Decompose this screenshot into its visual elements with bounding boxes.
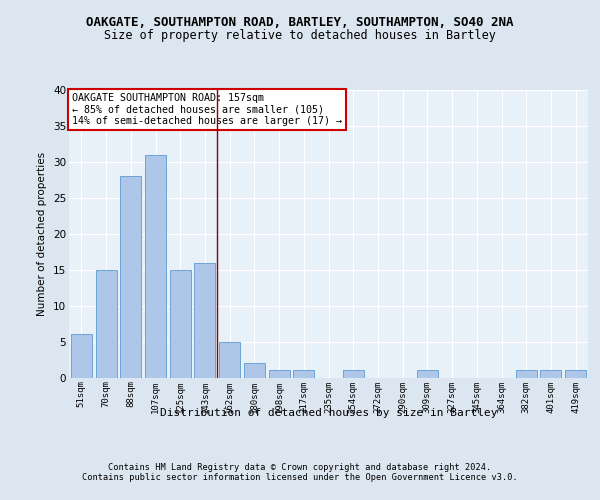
Bar (95, 270, 116, 378)
Bar (293, 370, 314, 378)
Y-axis label: Number of detached properties: Number of detached properties (37, 152, 47, 316)
Bar (417, 370, 438, 378)
Bar (71, 334, 92, 378)
Bar (565, 370, 586, 378)
Bar (194, 262, 215, 378)
Bar (219, 342, 240, 378)
Bar (244, 363, 265, 378)
Text: OAKGATE, SOUTHAMPTON ROAD, BARTLEY, SOUTHAMPTON, SO40 2NA: OAKGATE, SOUTHAMPTON ROAD, BARTLEY, SOUT… (86, 16, 514, 29)
Bar (343, 370, 364, 378)
Bar (541, 370, 562, 378)
Bar (269, 370, 290, 378)
Text: OAKGATE SOUTHAMPTON ROAD: 157sqm
← 85% of detached houses are smaller (105)
14% : OAKGATE SOUTHAMPTON ROAD: 157sqm ← 85% o… (71, 93, 341, 126)
Bar (516, 370, 537, 378)
Text: Distribution of detached houses by size in Bartley: Distribution of detached houses by size … (160, 408, 497, 418)
Text: Size of property relative to detached houses in Bartley: Size of property relative to detached ho… (104, 30, 496, 43)
Text: Contains HM Land Registry data © Crown copyright and database right 2024.
Contai: Contains HM Land Registry data © Crown c… (82, 463, 518, 482)
Bar (170, 270, 191, 378)
Bar (120, 176, 141, 378)
Bar (145, 154, 166, 378)
